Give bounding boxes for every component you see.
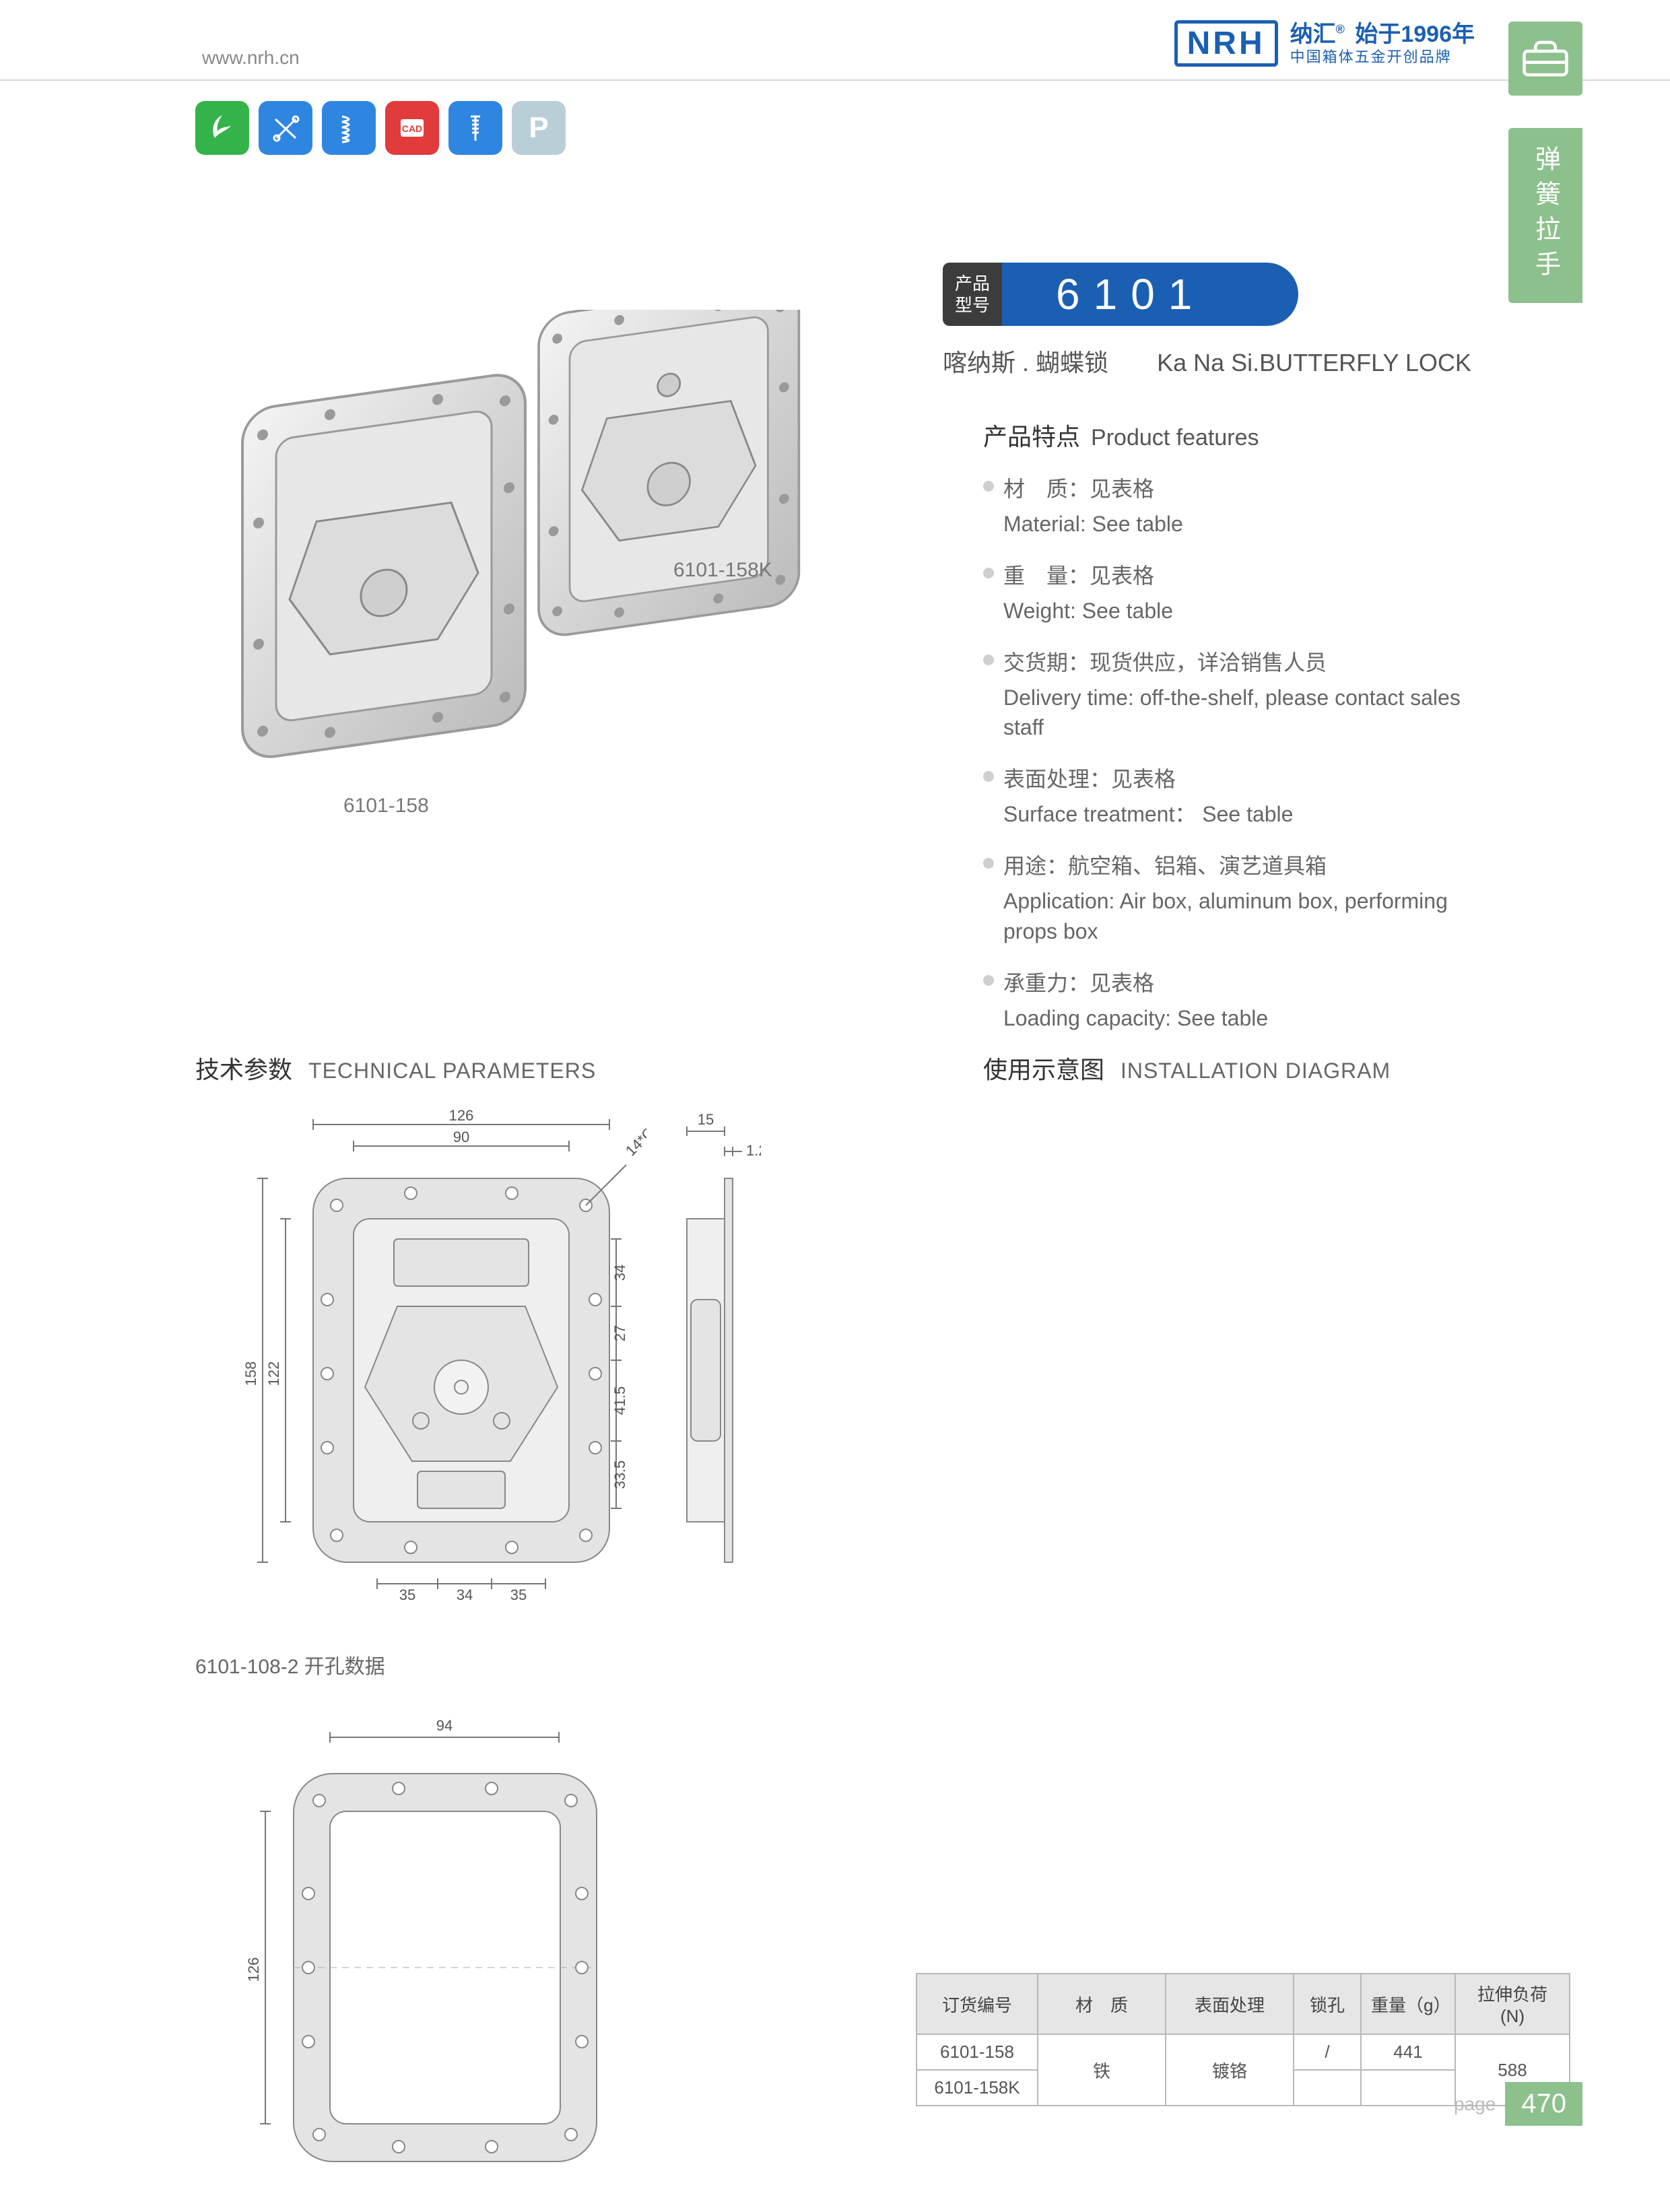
product-photo-area: 6101-158 6101-158K [202, 310, 875, 768]
feature-en: Delivery time: off-the-shelf, please con… [1003, 683, 1495, 743]
header-rule [0, 79, 1670, 81]
svg-text:14*Ø5.2: 14*Ø5.2 [622, 1109, 646, 1160]
table-row: 6101-158 铁 镀铬 / 441 588 [916, 2034, 1570, 2070]
cell-order-no: 6101-158 [916, 2034, 1038, 2070]
brand-since: 始于1996年 [1355, 22, 1475, 47]
svg-text:41.5: 41.5 [611, 1386, 628, 1415]
feature-en: Application: Air box, aluminum box, perf… [1003, 886, 1495, 947]
feature-cn: 重 量：见表格 [1003, 560, 1154, 592]
cell-lock: / [1294, 2034, 1361, 2070]
th-weight: 重量（g） [1361, 1974, 1455, 2034]
installation-diagram-title: 使用示意图 INSTALLATION DIAGRAM [983, 1050, 1391, 1085]
bullet-icon [983, 771, 994, 782]
feature-cn: 交货期：现货供应，详洽销售人员 [1003, 646, 1327, 679]
cell-material: 铁 [1038, 2034, 1166, 2106]
feature-en: Material: See table [1003, 509, 1495, 539]
page-footer: page 470 [1454, 2082, 1582, 2126]
brand-text: 纳汇® 始于1996年 中国箱体五金开创品牌 [1290, 21, 1475, 66]
feature-item: 材 质：见表格 Material: See table [983, 473, 1495, 539]
feature-en: Surface treatment： See table [1003, 799, 1495, 830]
feature-en: Loading capacity: See table [1003, 1003, 1495, 1034]
bullet-icon [983, 975, 994, 986]
feature-item: 承重力：见表格 Loading capacity: See table [983, 967, 1495, 1034]
svg-text:126: 126 [449, 1107, 474, 1124]
header-url: www.nrh.cn [202, 47, 300, 69]
feature-cn: 承重力：见表格 [1003, 967, 1154, 999]
svg-text:90: 90 [453, 1129, 469, 1145]
technical-drawing-front: 126 90 158 122 14*Ø5.2 34 27 41.5 33 [229, 1104, 646, 1630]
page-word: page [1454, 2093, 1496, 2115]
th-surface: 表面处理 [1166, 1974, 1294, 2034]
cell-weight: 441 [1361, 2034, 1455, 2070]
feature-cn: 用途：航空箱、铝箱、演艺道具箱 [1003, 850, 1327, 882]
cell-lock [1294, 2070, 1361, 2106]
badge-screw-icon [448, 101, 502, 155]
feature-cn: 表面处理：见表格 [1003, 763, 1176, 795]
svg-text:94: 94 [436, 1717, 453, 1734]
svg-text:CAD: CAD [402, 123, 422, 134]
cell-weight [1361, 2070, 1455, 2106]
svg-text:34: 34 [611, 1265, 628, 1281]
hole-data-label: 6101-108-2 开孔数据 [195, 1650, 385, 1679]
badge-cad-icon: CAD [385, 101, 439, 155]
photo-label-left: 6101-158 [343, 795, 429, 817]
page-number: 470 [1505, 2082, 1582, 2126]
badge-eco-icon [195, 101, 249, 155]
th-material: 材 质 [1038, 1974, 1166, 2034]
header-brand: NRH 纳汇® 始于1996年 中国箱体五金开创品牌 [1174, 20, 1475, 67]
th-lockhole: 锁孔 [1294, 1974, 1361, 2034]
cell-surface: 镀铬 [1166, 2034, 1294, 2106]
brand-tagline: 中国箱体五金开创品牌 [1290, 48, 1475, 66]
technical-drawing-hole: 94 126 [229, 1710, 606, 2209]
bullet-icon [983, 655, 994, 665]
product-features: 产品特点 Product features 材 质：见表格 Material: S… [983, 417, 1495, 1053]
tech-parameters-title: 技术参数 TECHNICAL PARAMETERS [195, 1050, 596, 1085]
badge-p-icon: P [512, 101, 566, 155]
cell-order-no: 6101-158K [916, 2070, 1038, 2106]
svg-text:35: 35 [399, 1586, 415, 1603]
badge-tools-icon [259, 101, 312, 155]
brand-logo: NRH [1174, 20, 1278, 67]
feature-item: 重 量：见表格 Weight: See table [983, 560, 1495, 626]
bullet-icon [983, 858, 994, 869]
svg-text:15: 15 [698, 1111, 714, 1128]
side-tab-toolbox-icon [1508, 22, 1582, 96]
svg-text:158: 158 [242, 1362, 259, 1386]
model-badge: 产品 型号 6101 [943, 263, 1298, 326]
svg-text:1.2: 1.2 [746, 1142, 761, 1159]
model-subtitle: 喀纳斯 . 蝴蝶锁 Ka Na Si.BUTTERFLY LOCK [943, 343, 1471, 378]
svg-text:27: 27 [611, 1325, 628, 1341]
table-header-row: 订货编号 材 质 表面处理 锁孔 重量（g） 拉伸负荷 (N) [916, 1974, 1570, 2034]
th-load: 拉伸负荷 (N) [1455, 1974, 1570, 2034]
svg-text:126: 126 [245, 1957, 262, 1982]
technical-drawing-side: 15 <【class="dim-text" x="118" y="76" dat… [667, 1104, 761, 1630]
svg-text:122: 122 [265, 1362, 282, 1386]
svg-text:35: 35 [510, 1586, 527, 1603]
feature-item: 交货期：现货供应，详洽销售人员 Delivery time: off-the-sh… [983, 646, 1495, 743]
model-number: 6101 [1002, 263, 1298, 326]
feature-item: 用途：航空箱、铝箱、演艺道具箱 Application: Air box, alu… [983, 850, 1495, 947]
badge-row: CAD P [195, 101, 566, 155]
svg-text:34: 34 [457, 1586, 473, 1603]
th-order-no: 订货编号 [916, 1974, 1038, 2034]
feature-en: Weight: See table [1003, 596, 1495, 626]
model-prefix: 产品 型号 [943, 263, 1002, 326]
photo-label-right: 6101-158K [673, 559, 772, 582]
bullet-icon [983, 568, 994, 578]
brand-cn: 纳汇 [1290, 22, 1336, 47]
feature-cn: 材 质：见表格 [1003, 473, 1154, 505]
side-tab-label: 弹簧拉手 [1508, 128, 1582, 303]
features-title: 产品特点 Product features [983, 417, 1495, 453]
badge-spring-icon [322, 101, 376, 155]
feature-item: 表面处理：见表格 Surface treatment： See table [983, 763, 1495, 830]
svg-text:33.5: 33.5 [611, 1461, 628, 1489]
bullet-icon [983, 481, 994, 492]
